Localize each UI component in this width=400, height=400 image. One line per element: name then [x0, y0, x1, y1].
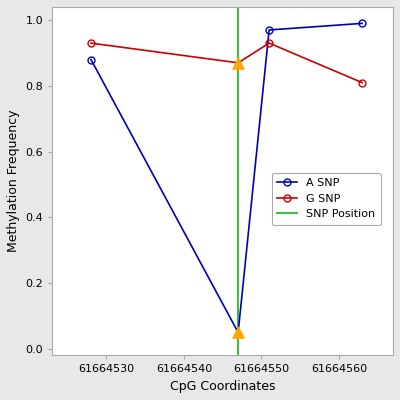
Y-axis label: Methylation Frequency: Methylation Frequency: [7, 110, 20, 252]
X-axis label: CpG Coordinates: CpG Coordinates: [170, 380, 276, 393]
Legend: A SNP, G SNP, SNP Position: A SNP, G SNP, SNP Position: [272, 172, 381, 225]
